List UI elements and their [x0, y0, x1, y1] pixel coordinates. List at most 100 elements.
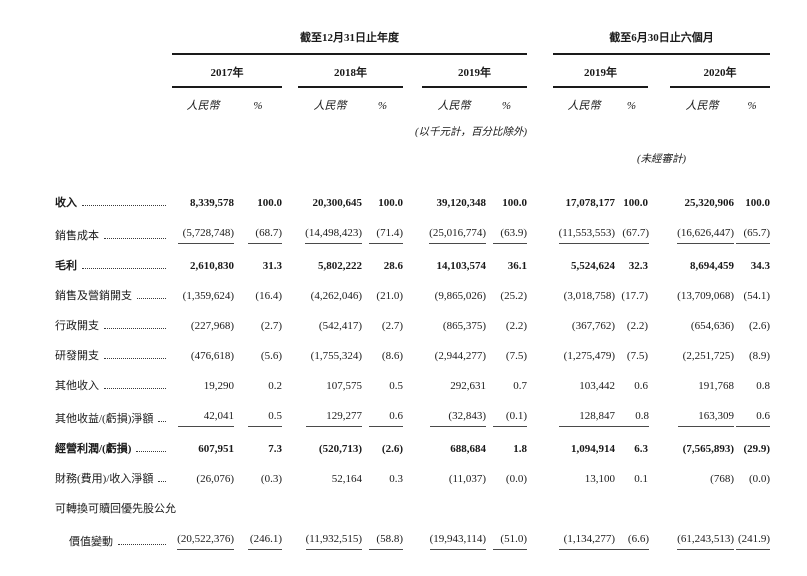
cell-value: (13,709,068) — [670, 274, 734, 304]
value-text: 100.0 — [502, 197, 527, 209]
row-label: 其他收入 — [55, 380, 99, 392]
column-gap — [527, 427, 553, 457]
cell-value: 103,442 — [553, 364, 615, 394]
table-row: 研發開支 (476,618) (5.6) (1,755,324) (8.6) (2,944… — [55, 334, 770, 364]
cell-value: (25,016,774) — [422, 211, 486, 244]
value-text: 0.8 — [756, 380, 771, 392]
cell-value: 107,575 — [298, 364, 362, 394]
value-text: (29.9) — [743, 443, 771, 455]
column-gap — [282, 304, 298, 334]
cell-value: (3,018,758) — [553, 274, 615, 304]
cell-value: (9,865,026) — [422, 274, 486, 304]
value-text: (13,709,068) — [677, 290, 734, 302]
cell-value: 39,120,348 — [422, 168, 487, 211]
leader-dots — [136, 451, 166, 452]
value-text: (8.6) — [381, 350, 403, 362]
cell-value: 17,078,177 — [553, 168, 616, 211]
cell-value: 1,094,914 — [553, 427, 615, 457]
leader-dots — [104, 388, 166, 389]
period-group-interim: 截至6月30日止六個月 — [553, 30, 771, 55]
value-text: (5,728,748) — [178, 225, 234, 244]
value-text: 0.5 — [389, 380, 403, 392]
cell-value — [422, 487, 486, 517]
value-text: (0.0) — [748, 473, 771, 485]
cell-value: (29.9) — [734, 427, 770, 457]
cell-value: 13,100 — [553, 457, 615, 487]
cell-value: 31.3 — [234, 244, 282, 274]
row-label: 銷售成本 — [55, 230, 99, 242]
column-gap — [648, 394, 670, 427]
cell-value: (227,968) — [172, 304, 234, 334]
value-text: (2.2) — [626, 320, 648, 332]
value-text: 6.3 — [634, 443, 648, 455]
column-gap — [527, 487, 553, 517]
cell-value: 8,339,578 — [172, 168, 234, 211]
value-text: 100.0 — [623, 197, 648, 209]
value-text: (51.0) — [493, 531, 527, 550]
cell-value: (246.1) — [234, 517, 282, 550]
value-text: (241.9) — [736, 531, 771, 550]
column-gap — [403, 334, 422, 364]
cell-value: 0.3 — [362, 457, 403, 487]
value-text: (246.1) — [248, 531, 282, 550]
value-text: 163,309 — [678, 408, 734, 427]
cell-value: (26,076) — [172, 457, 234, 487]
cell-value: 100.0 — [362, 168, 403, 211]
cell-value: 2,610,830 — [172, 244, 234, 274]
column-gap — [282, 334, 298, 364]
row-label: 經營利潤/(虧損) — [55, 443, 132, 455]
value-text: (8.9) — [748, 350, 771, 362]
value-text: (1,359,624) — [182, 290, 234, 302]
value-text: (367,762) — [571, 320, 615, 332]
cell-value: (11,553,553) — [553, 211, 615, 244]
year-2020-interim: 2020年 — [670, 54, 771, 88]
row-label: 財務(費用)/收入淨額 — [55, 473, 154, 485]
cell-value: (58.8) — [362, 517, 403, 550]
value-text: 34.3 — [750, 260, 771, 272]
cell-value: 0.5 — [234, 394, 282, 427]
table-row: 財務(費用)/收入淨額 (26,076) (0.3) 52,164 0.3 (11,037… — [55, 457, 770, 487]
value-text: (16.4) — [255, 290, 282, 302]
cell-value: 607,951 — [172, 427, 234, 457]
cell-value: 0.8 — [615, 394, 649, 427]
cell-value: (1,134,277) — [553, 517, 615, 550]
cell-value: 0.5 — [362, 364, 403, 394]
value-text: (58.8) — [369, 531, 403, 550]
rmb-header: 人民幣 — [567, 100, 601, 112]
year-2017: 2017年 — [172, 54, 282, 88]
value-text: (2.2) — [505, 320, 527, 332]
cell-value — [486, 487, 527, 517]
cell-value: 8,694,459 — [670, 244, 734, 274]
value-text: (67.7) — [615, 225, 649, 244]
cell-value: 42,041 — [172, 394, 234, 427]
column-gap — [282, 457, 298, 487]
column-gap — [527, 304, 553, 334]
column-gap — [527, 168, 553, 211]
cell-value: (2,944,277) — [422, 334, 486, 364]
column-gap — [648, 427, 670, 457]
column-gap — [527, 211, 553, 244]
value-text: 0.5 — [248, 408, 282, 427]
column-gap — [527, 457, 553, 487]
cell-value: (1,275,479) — [553, 334, 615, 364]
row-label-cell: 可轉換可贖回優先股公允 — [55, 487, 176, 517]
cell-value: (2.7) — [362, 304, 403, 334]
value-text: 100.0 — [745, 197, 771, 209]
column-gap — [648, 304, 670, 334]
rmb-header: 人民幣 — [437, 100, 471, 112]
column-gap — [403, 364, 422, 394]
cell-value: (1,755,324) — [298, 334, 362, 364]
cell-value: 1.8 — [486, 427, 527, 457]
value-text: (2.7) — [381, 320, 403, 332]
cell-value: (542,417) — [298, 304, 362, 334]
column-gap — [282, 487, 298, 517]
rmb-header: 人民幣 — [313, 100, 347, 112]
column-gap — [527, 394, 553, 427]
value-text: 0.3 — [389, 473, 403, 485]
cell-value: 0.7 — [486, 364, 527, 394]
row-label-cell: 價值變動 — [55, 517, 172, 550]
value-text: 0.6 — [736, 408, 771, 427]
cell-value: (654,636) — [670, 304, 734, 334]
value-text: (65.7) — [736, 225, 771, 244]
cell-value: 0.8 — [734, 364, 770, 394]
